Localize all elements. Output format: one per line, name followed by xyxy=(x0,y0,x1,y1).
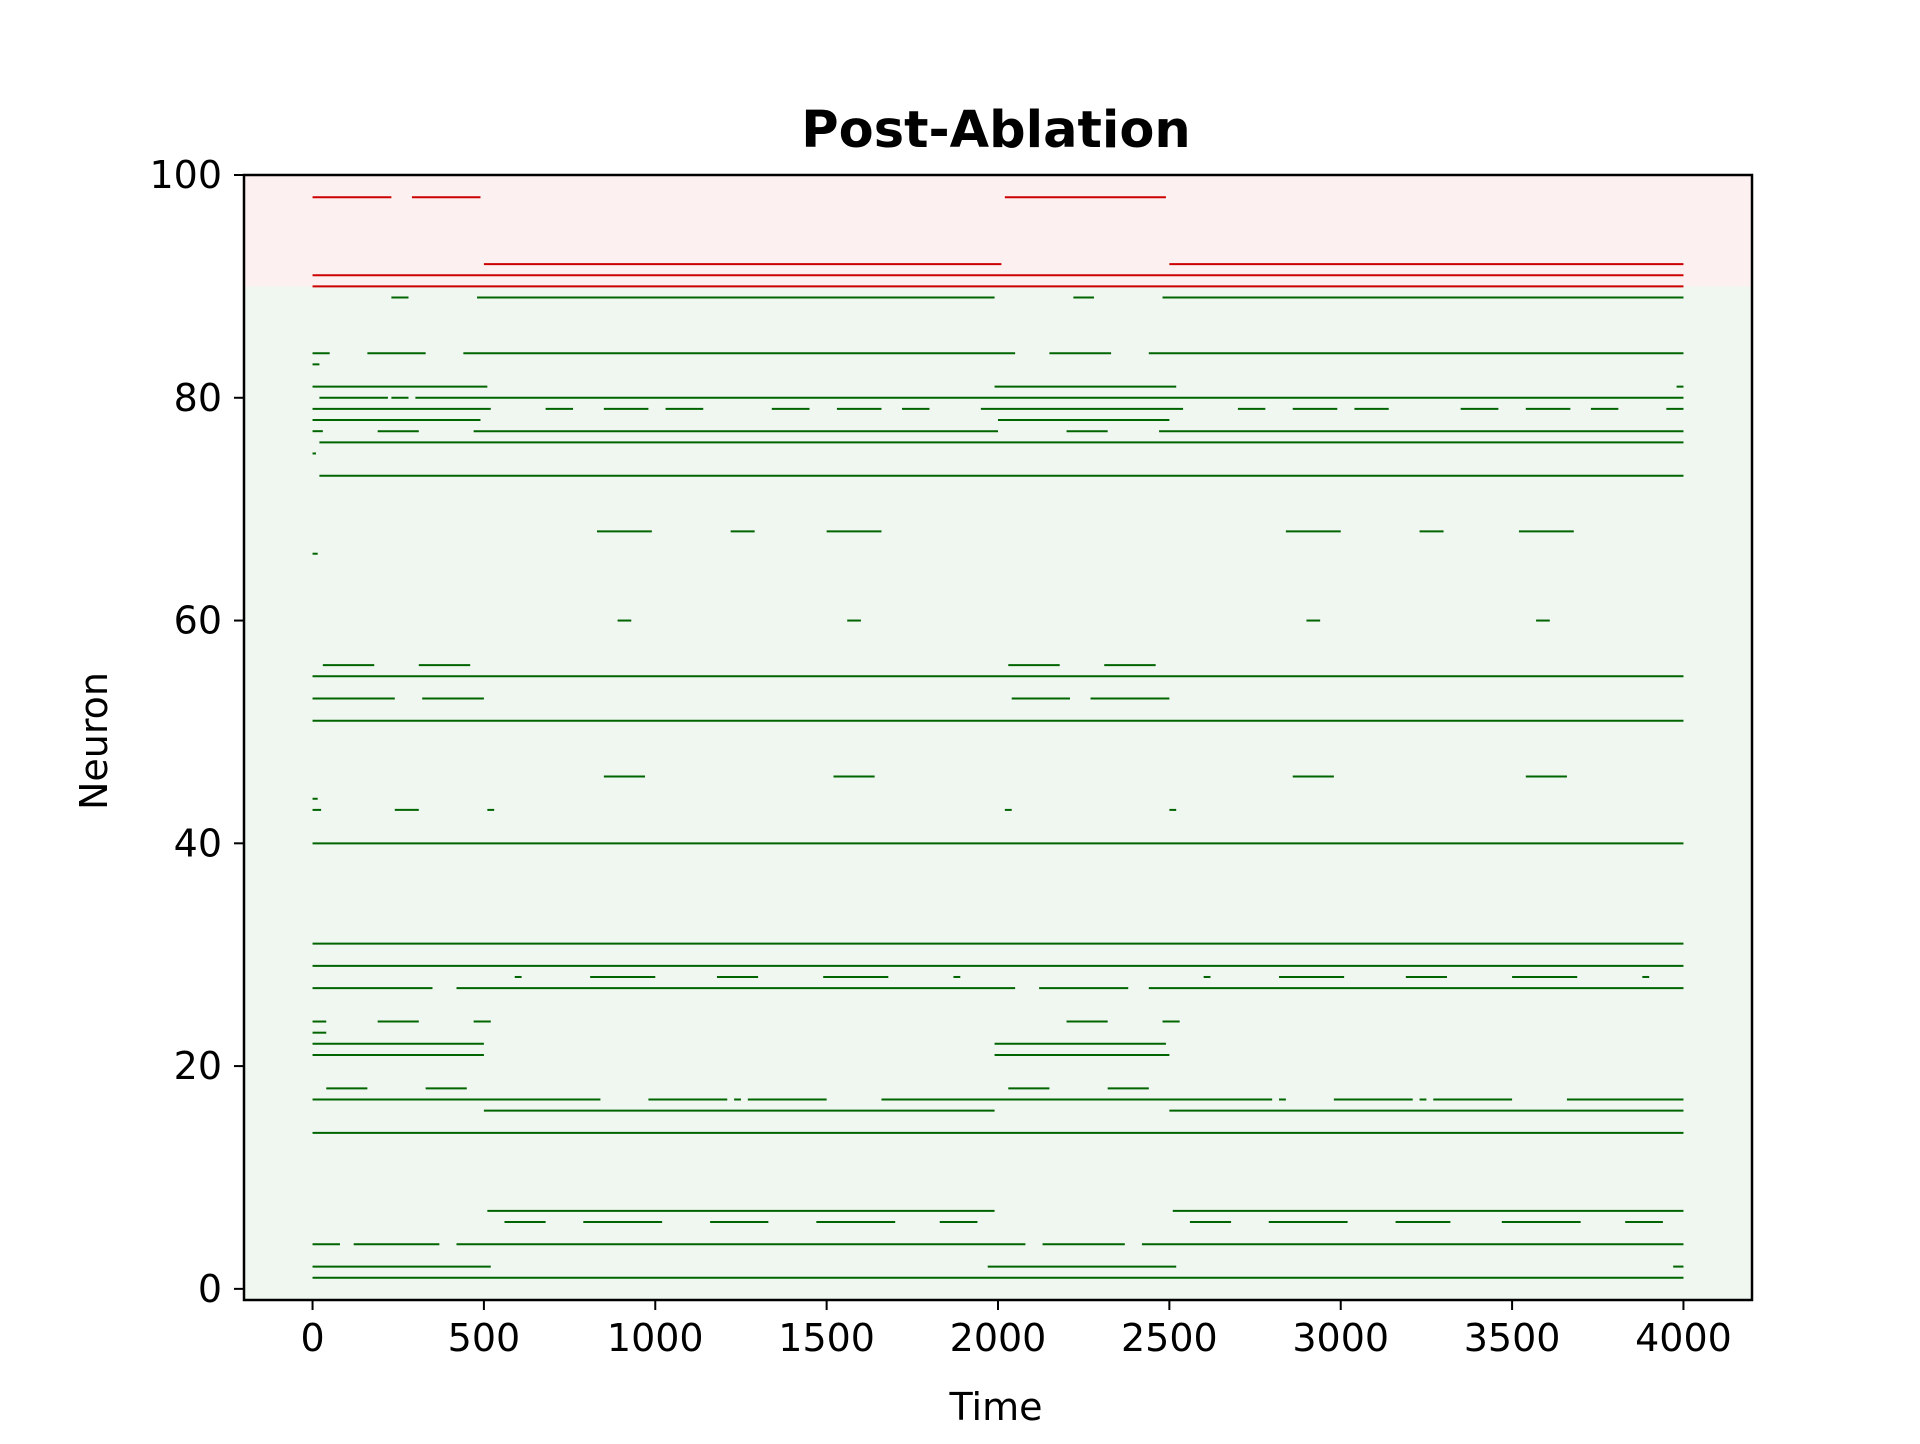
x-tick-label: 3500 xyxy=(1464,1316,1561,1360)
x-tick-label: 3000 xyxy=(1292,1316,1389,1360)
x-tick-label: 1500 xyxy=(778,1316,875,1360)
y-tick-label: 0 xyxy=(198,1267,222,1311)
y-tick-label: 60 xyxy=(174,599,222,643)
x-tick-label: 500 xyxy=(448,1316,521,1360)
series-1 xyxy=(312,196,1684,288)
y-tick-label: 80 xyxy=(174,376,222,420)
y-axis: 0 20 40 60 80 100 xyxy=(149,153,244,1311)
x-tick-label: 2500 xyxy=(1121,1316,1218,1360)
y-tick-label: 20 xyxy=(174,1044,222,1088)
x-axis: 0 500 1000 1500 2000 2500 3000 3500 4000 xyxy=(300,1300,1732,1360)
y-tick-label: 100 xyxy=(149,153,222,197)
y-tick-label: 40 xyxy=(174,821,222,865)
series-2 xyxy=(312,296,1684,1279)
x-tick-label: 2000 xyxy=(950,1316,1047,1360)
chart-title: Post-Ablation xyxy=(801,101,1190,160)
x-axis-label: Time xyxy=(949,1385,1043,1429)
plot-background xyxy=(244,175,1752,1301)
x-tick-label: 1000 xyxy=(607,1316,704,1360)
region-band-1 xyxy=(244,286,1752,1301)
x-tick-label: 0 xyxy=(300,1316,324,1360)
spike-raster xyxy=(312,196,1684,1279)
region-band-2 xyxy=(244,175,1752,287)
y-axis-label: Neuron xyxy=(72,672,116,810)
x-tick-label: 4000 xyxy=(1635,1316,1732,1360)
